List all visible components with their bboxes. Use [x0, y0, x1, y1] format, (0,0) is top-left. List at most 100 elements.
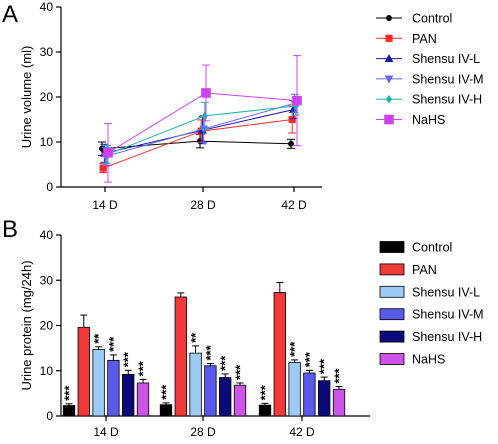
- legend-bar-swatch: [379, 263, 405, 276]
- legend-label: PAN: [412, 263, 437, 277]
- bar: [332, 388, 346, 417]
- line-series-shensu-iv-l: [99, 100, 298, 163]
- line-chart-x-tick-label: 28 D: [190, 198, 216, 212]
- significance-label: **: [188, 332, 203, 343]
- panel-letter-b: B: [2, 216, 18, 243]
- significance-label: ***: [233, 364, 248, 380]
- line-series-shensu-iv-m: [101, 93, 300, 166]
- legend-label: PAN: [412, 32, 437, 46]
- significance-label: ***: [302, 351, 317, 367]
- bar: [258, 404, 272, 417]
- significance-label: ***: [106, 336, 121, 352]
- significance-label: ***: [218, 355, 233, 371]
- significance-label: ***: [62, 385, 77, 401]
- line-chart-panel: 0 10 20 30 40 Urine volume (ml) 14 D 28 D 42 D Co…: [19, 0, 484, 212]
- legend-label: Shensu IV-L: [412, 52, 480, 66]
- significance-label: ***: [203, 344, 218, 360]
- line-series-path: [103, 119, 293, 169]
- line-chart-x-tick-label: 42 D: [281, 198, 307, 212]
- legend-item-pan: PAN: [376, 32, 437, 46]
- legend-bar-swatch: [379, 353, 405, 365]
- legend-bar-swatch: [379, 308, 405, 321]
- significance-label: ***: [317, 358, 332, 374]
- legend-label: NaHS: [412, 113, 445, 127]
- significance-label: ***: [136, 360, 151, 376]
- bar-chart-y-tick-label: 20: [40, 319, 54, 333]
- legend-marker-swatch: [385, 95, 393, 104]
- bar: [273, 292, 286, 417]
- legend-label: Shensu IV-L: [412, 285, 480, 299]
- legend-label: Shensu IV-M: [412, 308, 484, 322]
- line-point: [288, 140, 294, 147]
- bar: [303, 372, 316, 417]
- bar-series-pan: [77, 282, 286, 417]
- significance-label: ***: [287, 341, 302, 357]
- legend-item-nahs: NaHS: [376, 113, 445, 127]
- line-chart-y-tick-label: 40: [40, 0, 54, 14]
- panel-letter-a: A: [2, 1, 18, 28]
- line-point: [288, 115, 296, 124]
- bar: [288, 362, 301, 417]
- significance-label: **: [91, 333, 106, 344]
- bar: [233, 384, 247, 417]
- legend-marker-swatch: [386, 15, 392, 21]
- legend-item-shensu-iv-l: Shensu IV-L: [379, 285, 480, 299]
- bar-series-shensu-iv-m: ****** ***: [106, 336, 317, 417]
- bar: [107, 359, 120, 417]
- line-series-path: [105, 102, 295, 157]
- legend-bar-swatch: [379, 285, 405, 298]
- bar: [219, 377, 232, 417]
- line-point: [201, 88, 211, 98]
- bar-chart-panel: 0 10 20 30 40 Urine protein (mg/24h) 14 D 28 D 4…: [19, 228, 484, 439]
- bar: [159, 404, 173, 417]
- bar-chart-y-tick-label: 0: [46, 409, 53, 423]
- line-point: [99, 164, 107, 172]
- line-chart-y-tick-label: 20: [40, 90, 54, 104]
- legend-item-shensu-iv-m: Shensu IV-M: [376, 72, 484, 86]
- bar: [174, 296, 187, 417]
- bar: [204, 365, 217, 417]
- line-chart-y-tick-label: 30: [40, 45, 54, 59]
- bar-chart-x-tick-label: 28 D: [190, 425, 216, 439]
- bar-chart-y-tick-label: 30: [40, 273, 54, 287]
- bar-chart-x-tick-label: 14 D: [93, 425, 119, 439]
- line-chart-y-tick-label: 10: [40, 135, 54, 149]
- legend-label: Shensu IV-M: [412, 72, 484, 86]
- legend-item-control: Control: [379, 241, 452, 255]
- bar-chart-y-axis-title: Urine protein (mg/24h): [19, 260, 34, 390]
- bar: [189, 352, 202, 417]
- line-series-path: [104, 109, 294, 154]
- bar: [136, 382, 150, 417]
- legend-label: Shensu IV-H: [412, 93, 482, 107]
- bar: [318, 380, 331, 417]
- line-chart-y-axis-title: Urine volume (ml): [19, 46, 34, 149]
- legend-bar-swatch: [379, 241, 405, 253]
- bar-series-shensu-iv-h: *** *** ***: [121, 351, 332, 417]
- legend-marker-swatch: [384, 53, 394, 62]
- legend-item-shensu-iv-h: Shensu IV-H: [376, 93, 482, 107]
- line-chart-y-tick-label: 0: [46, 180, 53, 194]
- line-chart-x-tick-label: 14 D: [92, 198, 118, 212]
- line-point: [292, 95, 302, 106]
- significance-label: ***: [159, 384, 174, 400]
- bar-chart-y-tick-label: 40: [40, 228, 54, 242]
- legend-label: Shensu IV-H: [412, 330, 482, 344]
- bar-chart-y-tick-label: 10: [40, 364, 54, 378]
- significance-label: ***: [332, 367, 347, 383]
- legend-marker-swatch: [384, 114, 394, 125]
- legend-label: Control: [412, 12, 452, 26]
- legend-item-control: Control: [376, 12, 452, 26]
- bar-chart-x-tick-label: 42 D: [289, 425, 315, 439]
- bar: [77, 326, 90, 417]
- significance-label: ***: [258, 384, 273, 400]
- legend-item-nahs: NaHS: [379, 353, 445, 367]
- legend-item-pan: PAN: [379, 263, 437, 277]
- legend-marker-swatch: [385, 34, 393, 42]
- bar-series-shensu-iv-l: ** *****: [91, 332, 302, 417]
- bar-series-nahs: *** *** ***: [136, 360, 347, 417]
- line-point: [103, 148, 113, 158]
- legend-item-shensu-iv-l: Shensu IV-L: [376, 52, 480, 66]
- line-series-control: [98, 133, 295, 156]
- bar: [92, 349, 105, 417]
